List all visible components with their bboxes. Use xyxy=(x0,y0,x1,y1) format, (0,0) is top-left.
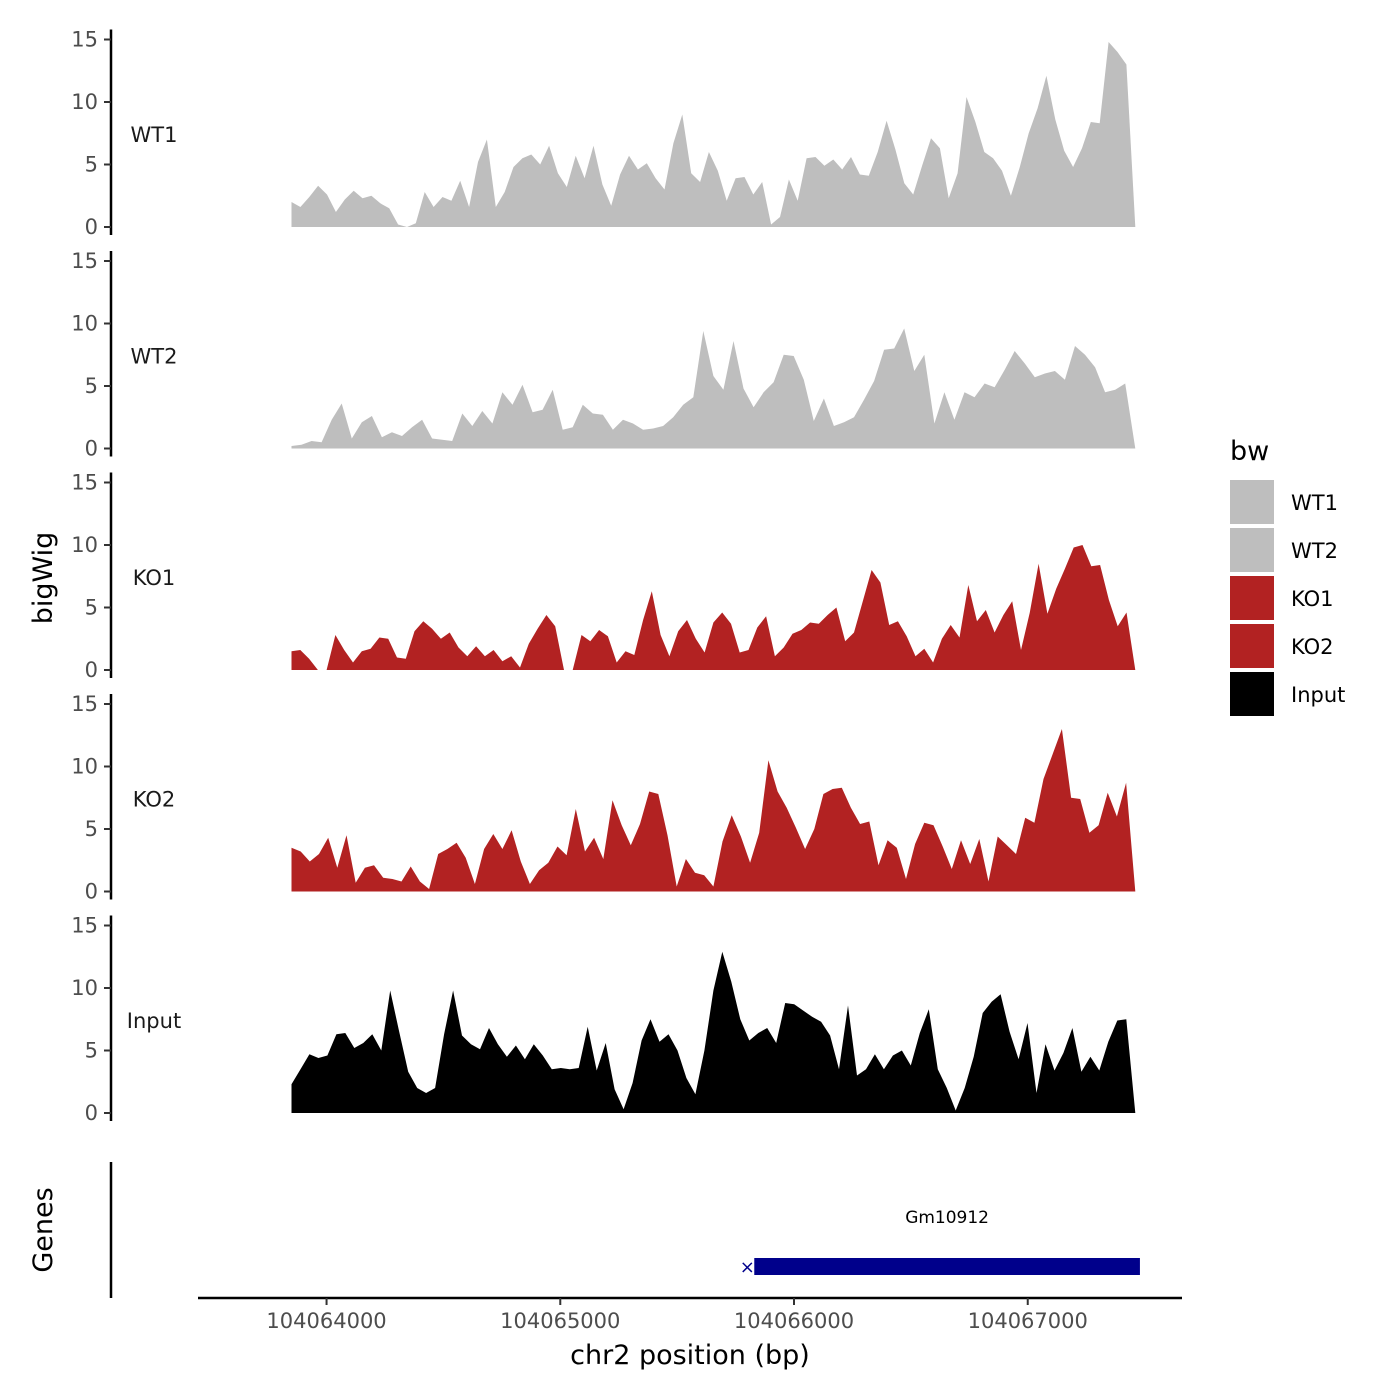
y-tick-label: 5 xyxy=(85,1039,98,1063)
y-tick-label: 0 xyxy=(85,215,98,239)
legend: bw WT1 WT2 KO1 KO2 Input xyxy=(1230,436,1345,716)
legend-key-ko1 xyxy=(1230,576,1274,620)
tracks-group: 0 5 10 15 WT1 0 5 10 15 WT2 0 5 10 15 KO1 0 5 10 15 KO2 0 5 10… xyxy=(71,28,1136,1125)
gene-strand-marker: × xyxy=(740,1257,755,1278)
legend-title: bw xyxy=(1230,436,1269,467)
area-wt2 xyxy=(291,328,1136,449)
legend-key-wt1 xyxy=(1230,480,1274,524)
gene-body xyxy=(754,1258,1140,1275)
y-tick-label: 5 xyxy=(85,374,98,398)
y-tick-label: 15 xyxy=(71,28,98,52)
genes-track: Genes × Gm10912 xyxy=(28,1162,1140,1298)
x-tick-label: 104065000 xyxy=(500,1309,620,1333)
y-tick-label: 10 xyxy=(71,312,98,336)
area-input xyxy=(291,951,1136,1113)
legend-key-wt2 xyxy=(1230,528,1274,572)
track-input: 0 5 10 15 Input xyxy=(71,914,1136,1125)
track-label-ko2: KO2 xyxy=(133,788,176,812)
area-ko2 xyxy=(291,729,1136,892)
y-tick-label: 5 xyxy=(85,817,98,841)
x-tick-label: 104064000 xyxy=(266,1309,386,1333)
legend-key-ko2 xyxy=(1230,624,1274,668)
legend-label-ko2: KO2 xyxy=(1291,635,1334,659)
track-wt2: 0 5 10 15 WT2 xyxy=(71,249,1136,461)
y-tick-label: 10 xyxy=(71,90,98,114)
area-ko1 xyxy=(291,545,1136,670)
x-axis-title: chr2 position (bp) xyxy=(570,1340,810,1371)
x-axis: chr2 position (bp) 104064000 104065000 104… xyxy=(198,1296,1182,1371)
track-label-wt1: WT1 xyxy=(131,123,178,147)
track-wt1: 0 5 10 15 WT1 xyxy=(71,28,1136,239)
x-tick-label: 104066000 xyxy=(734,1309,854,1333)
track-ko1: 0 5 10 15 KO1 xyxy=(71,471,1136,682)
legend-label-input: Input xyxy=(1291,683,1345,707)
y-tick-label: 0 xyxy=(85,658,98,682)
y-tick-label: 15 xyxy=(71,692,98,716)
y-tick-label: 15 xyxy=(71,249,98,273)
y-tick-label: 15 xyxy=(71,914,98,938)
track-label-ko1: KO1 xyxy=(133,566,176,590)
y-axis-title: bigWig xyxy=(28,532,59,625)
x-tick-label: 104067000 xyxy=(968,1309,1088,1333)
y-tick-label: 10 xyxy=(71,533,98,557)
area-wt1 xyxy=(291,42,1136,227)
gene-label: Gm10912 xyxy=(905,1208,989,1228)
track-label-input: Input xyxy=(127,1009,181,1033)
legend-key-input xyxy=(1230,672,1274,716)
track-label-wt2: WT2 xyxy=(131,345,178,369)
legend-label-wt2: WT2 xyxy=(1291,539,1338,563)
y-tick-label: 15 xyxy=(71,471,98,495)
y-tick-label: 5 xyxy=(85,153,98,177)
y-tick-label: 0 xyxy=(85,437,98,461)
legend-label-ko1: KO1 xyxy=(1291,587,1334,611)
y-tick-label: 0 xyxy=(85,880,98,904)
y-tick-label: 10 xyxy=(71,976,98,1000)
track-ko2: 0 5 10 15 KO2 xyxy=(71,692,1136,904)
y-tick-label: 5 xyxy=(85,596,98,620)
genes-title: Genes xyxy=(28,1187,59,1272)
y-tick-label: 0 xyxy=(85,1101,98,1125)
legend-label-wt1: WT1 xyxy=(1291,491,1338,515)
y-tick-label: 10 xyxy=(71,755,98,779)
